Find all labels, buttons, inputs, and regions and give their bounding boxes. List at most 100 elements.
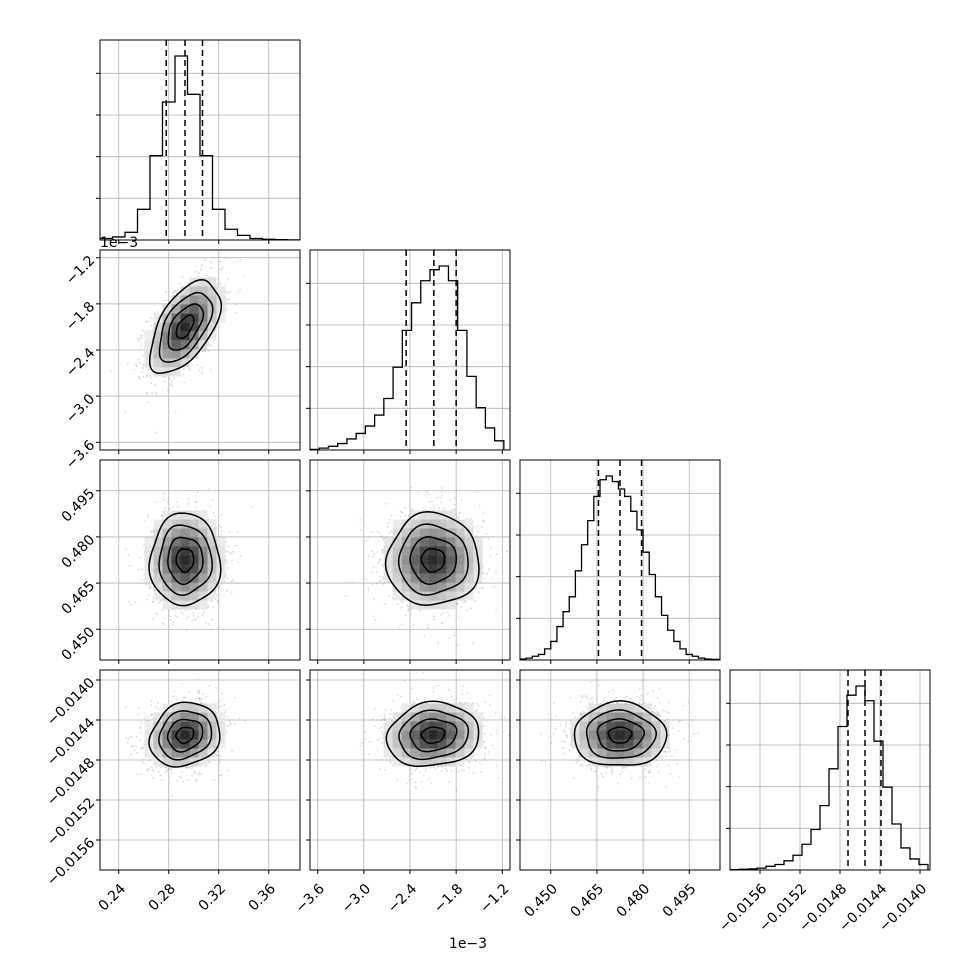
scatter-point: [417, 492, 419, 495]
density-cell: [198, 286, 208, 296]
density-cell: [180, 322, 190, 332]
density-cell: [383, 564, 393, 574]
scatter-point: [165, 769, 168, 772]
scatter-point: [210, 262, 213, 265]
scatter-point: [388, 594, 391, 597]
scatter-point: [150, 317, 153, 319]
scatter-point: [433, 615, 435, 618]
density-cell: [171, 349, 181, 359]
scatter-point: [238, 717, 241, 720]
scatter-point: [172, 292, 175, 294]
scatter-point: [163, 492, 166, 495]
density-cell: [207, 313, 217, 323]
scatter-point: [109, 370, 112, 373]
density-cell: [153, 591, 163, 601]
scatter-point: [427, 623, 430, 626]
scatter-point: [174, 610, 177, 613]
scatter-point: [142, 364, 145, 366]
scatter-point: [140, 747, 143, 750]
density-cell: [153, 555, 163, 565]
scatter-point: [466, 517, 469, 520]
scatter-point: [379, 559, 382, 562]
scatter-point: [145, 375, 148, 378]
density-cell: [464, 591, 474, 601]
scatter-point: [198, 699, 201, 702]
scatter-point: [146, 374, 148, 376]
scatter-point: [388, 532, 391, 535]
scatter-point: [198, 697, 201, 700]
scatter-point: [162, 622, 165, 625]
scatter-point: [400, 600, 403, 602]
density-cell: [455, 546, 465, 556]
scatter-point: [157, 771, 160, 774]
scatter-point: [227, 277, 230, 280]
scatter-point: [235, 303, 237, 306]
scatter-point: [222, 628, 225, 631]
scatter-point: [168, 782, 170, 785]
density-cell: [401, 555, 411, 565]
scatter-point: [227, 544, 230, 547]
scatter-point: [401, 601, 404, 603]
scatter-point: [196, 491, 199, 494]
scatter-point: [226, 589, 228, 592]
density-cell: [180, 349, 190, 359]
density-cell: [198, 573, 208, 583]
scatter-point: [150, 704, 153, 707]
scatter-point: [137, 713, 140, 716]
scatter-point: [228, 719, 231, 722]
scatter-point: [365, 578, 368, 581]
scatter-point: [146, 320, 149, 323]
density-cell: [455, 555, 465, 565]
scatter-point: [187, 503, 189, 505]
density-cell: [153, 313, 163, 323]
scatter-point: [244, 720, 246, 722]
density-cell: [383, 537, 393, 547]
scatter-point: [128, 600, 131, 603]
density-cell: [464, 537, 474, 547]
scatter-point: [147, 594, 150, 597]
density-cell: [383, 555, 393, 565]
contour-1-0-0: [175, 314, 195, 339]
scatter-point: [150, 530, 153, 533]
density-cell: [410, 537, 420, 547]
scatter-point: [426, 626, 429, 629]
scatter-point: [226, 292, 229, 294]
density-cell: [171, 582, 181, 592]
density-cell: [189, 340, 199, 350]
scatter-point: [200, 371, 203, 374]
scatter-point: [140, 334, 143, 337]
scatter-point: [164, 767, 167, 769]
density-cell: [392, 564, 402, 574]
scatter-point: [197, 271, 200, 274]
scatter-point: [169, 615, 172, 618]
scatter-point: [412, 623, 415, 626]
scatter-point: [176, 616, 178, 618]
scatter-point: [151, 600, 154, 603]
scatter-point: [191, 774, 193, 777]
scatter-point: [359, 518, 362, 521]
density-cell: [171, 340, 181, 350]
scatter-point: [232, 551, 234, 553]
density-cell: [437, 537, 447, 547]
scatter-point: [436, 496, 439, 499]
density-cell: [410, 555, 420, 565]
density-cell: [216, 313, 226, 323]
scatter-point: [465, 609, 468, 611]
density-cell: [153, 564, 163, 574]
scatter-point: [371, 555, 374, 558]
scatter-point: [195, 494, 197, 497]
density-cell: [401, 591, 411, 601]
scatter-point: [217, 524, 220, 526]
density-cell: [153, 582, 163, 592]
scatter-point: [381, 551, 384, 554]
density-cell: [171, 295, 181, 305]
density-cell: [207, 519, 217, 529]
density-cell: [180, 340, 190, 350]
scatter-point: [483, 577, 486, 580]
density-cell: [419, 555, 429, 565]
density-cell: [401, 564, 411, 574]
scatter-point: [218, 586, 221, 589]
scatter-point: [451, 508, 454, 511]
scatter-point: [177, 505, 180, 508]
scatter-point: [210, 618, 213, 621]
